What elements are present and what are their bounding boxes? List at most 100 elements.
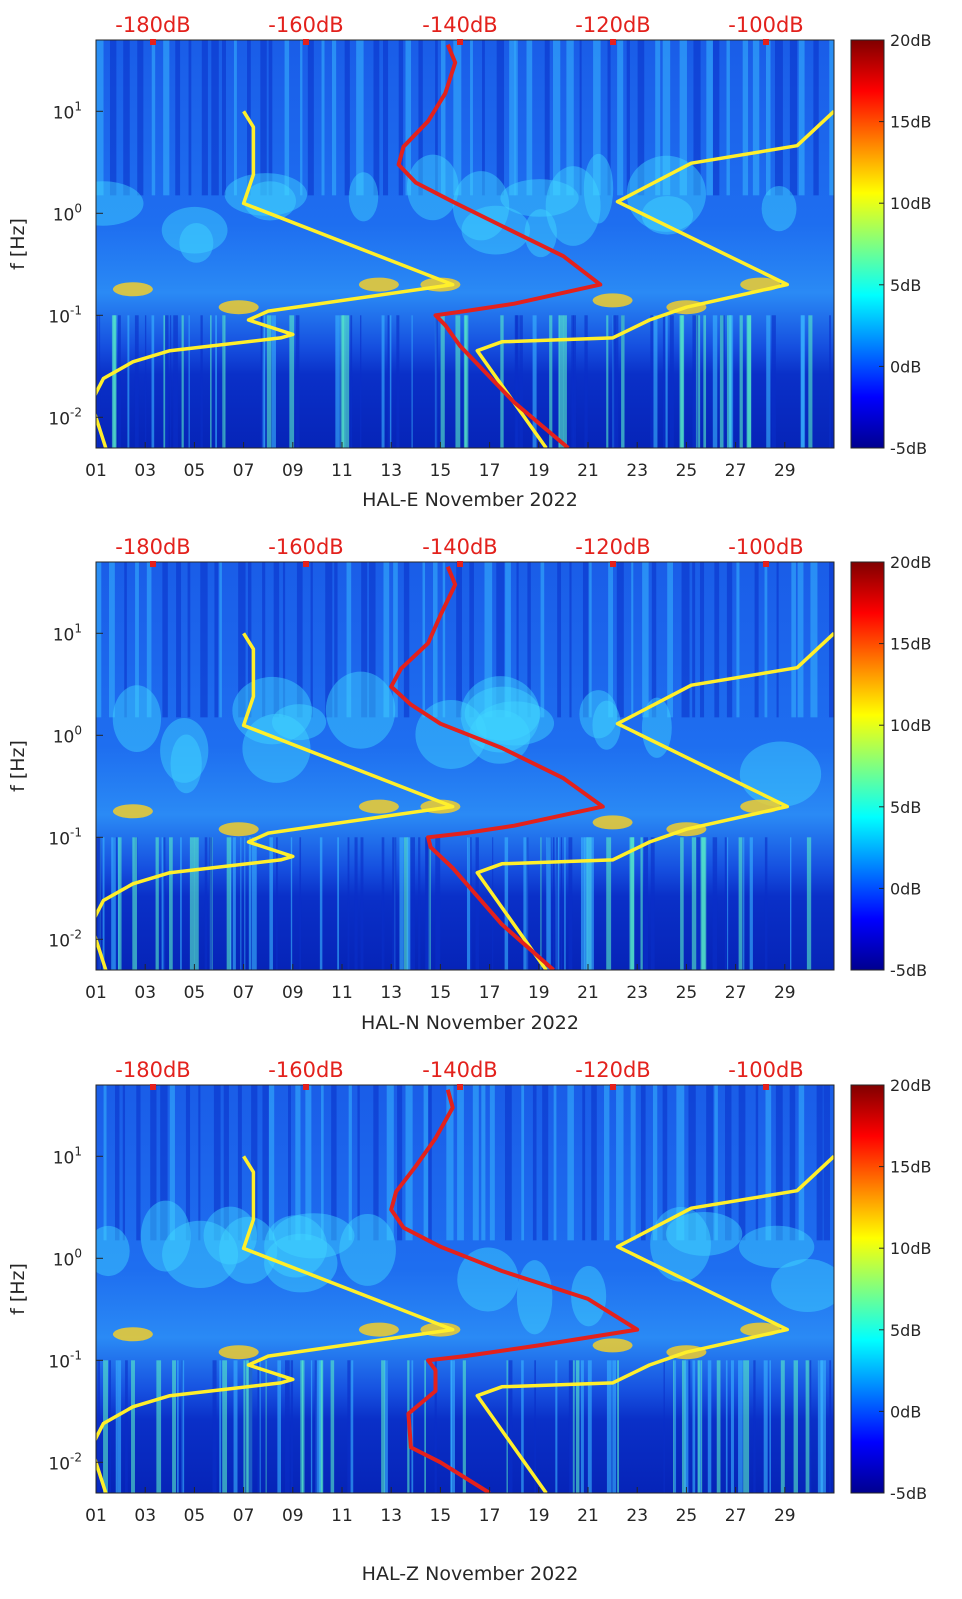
streak (441, 40, 446, 196)
low-band (232, 837, 236, 970)
x-tick-label: 27 (725, 461, 747, 481)
low-band (475, 837, 479, 970)
low-band (204, 837, 208, 970)
energy-blob (739, 741, 822, 807)
streak (373, 40, 380, 196)
low-band (572, 1360, 575, 1493)
x-tick-label: 05 (184, 983, 206, 1003)
streak (398, 40, 404, 196)
y-tick-label: 10-2 (48, 405, 82, 429)
streak (305, 1085, 312, 1241)
top-axis-db-marker (610, 561, 616, 567)
streak (588, 562, 592, 718)
energy-blob (738, 1225, 815, 1269)
streak (247, 562, 252, 718)
streak (331, 40, 337, 196)
low-band (265, 1360, 267, 1493)
low-band (617, 1360, 620, 1493)
x-tick-label: 09 (282, 983, 304, 1003)
low-band (115, 1360, 118, 1493)
panel-2: 01 03 05 07 09 11 13 15 17 19 21 23 25 27 29 10-2 10-1 10… (7, 535, 932, 1034)
streak (516, 562, 519, 718)
high-noise-model-curve (475, 110, 834, 448)
streak (766, 40, 771, 196)
x-tick-label: 07 (233, 461, 255, 481)
streak (418, 40, 423, 196)
energy-blob (650, 1207, 711, 1282)
low-band (411, 315, 413, 448)
top-axis-db-marker (303, 39, 309, 45)
low-band (532, 315, 537, 448)
streak (346, 562, 352, 718)
low-band (163, 315, 166, 448)
axes-frame (95, 561, 835, 971)
y-tick-label: 10-1 (48, 303, 82, 327)
streak (446, 1085, 454, 1241)
top-axis-db-marker (763, 561, 769, 567)
spectrogram-area (96, 1085, 834, 1493)
low-band (612, 1360, 617, 1493)
low-band (271, 315, 276, 448)
hot-spot (112, 804, 153, 819)
low-band (523, 837, 529, 970)
low-band (285, 1360, 290, 1493)
streak (219, 562, 222, 718)
hot-spot (358, 277, 399, 292)
low-band (134, 315, 139, 448)
streak (221, 40, 226, 196)
colorbar-tick-label: 5dB (890, 276, 921, 295)
low-band (418, 837, 421, 970)
low-band (692, 315, 697, 448)
low-band (347, 1360, 352, 1493)
low-band (188, 315, 190, 448)
streak (373, 1085, 379, 1241)
energy-blob (665, 1211, 743, 1256)
low-band (435, 837, 441, 970)
y-tick-label: 10-1 (48, 825, 82, 849)
streak (284, 40, 290, 196)
low-band (506, 1360, 508, 1493)
low-band (650, 837, 655, 970)
low-band (584, 315, 588, 448)
x-tick-label: 19 (528, 983, 550, 1003)
streak (282, 562, 286, 718)
streak (692, 562, 696, 718)
x-axis-label: HAL-Z November 2022 (362, 1563, 579, 1585)
low-band (144, 315, 147, 448)
streak (393, 562, 398, 718)
low-band (681, 1360, 686, 1493)
median-PSD-curve (396, 43, 603, 448)
streak (296, 562, 303, 718)
energy-blob (626, 155, 707, 232)
streak (764, 562, 768, 718)
low-band (335, 315, 340, 448)
low-band (276, 837, 278, 970)
top-axis-db-label: -160dB (268, 13, 343, 37)
streak (135, 562, 139, 718)
x-tick-label: 21 (577, 1506, 599, 1526)
low-band (118, 837, 122, 970)
streak (604, 1085, 610, 1241)
top-axis-db-marker (763, 39, 769, 45)
low-band (526, 837, 529, 970)
low-band (707, 1360, 712, 1493)
low-band (381, 315, 385, 448)
low-band (181, 315, 184, 448)
low-band (746, 315, 752, 448)
streak (428, 1085, 432, 1241)
top-axis-db-marker (303, 561, 309, 567)
energy-blob (96, 1225, 130, 1277)
top-axis-db-label: -140dB (422, 1058, 497, 1082)
streak (260, 40, 267, 196)
streak (591, 1085, 597, 1241)
hot-spot (218, 300, 259, 315)
streak (96, 40, 104, 196)
energy-blob (170, 734, 202, 794)
low-band (163, 837, 166, 970)
colorbar-tick-label: 10dB (890, 1239, 932, 1258)
low-band (132, 837, 137, 970)
streak (681, 562, 690, 718)
x-axis-label: HAL-E November 2022 (362, 489, 578, 511)
top-axis-db-label: -160dB (268, 535, 343, 559)
streak (262, 562, 266, 718)
